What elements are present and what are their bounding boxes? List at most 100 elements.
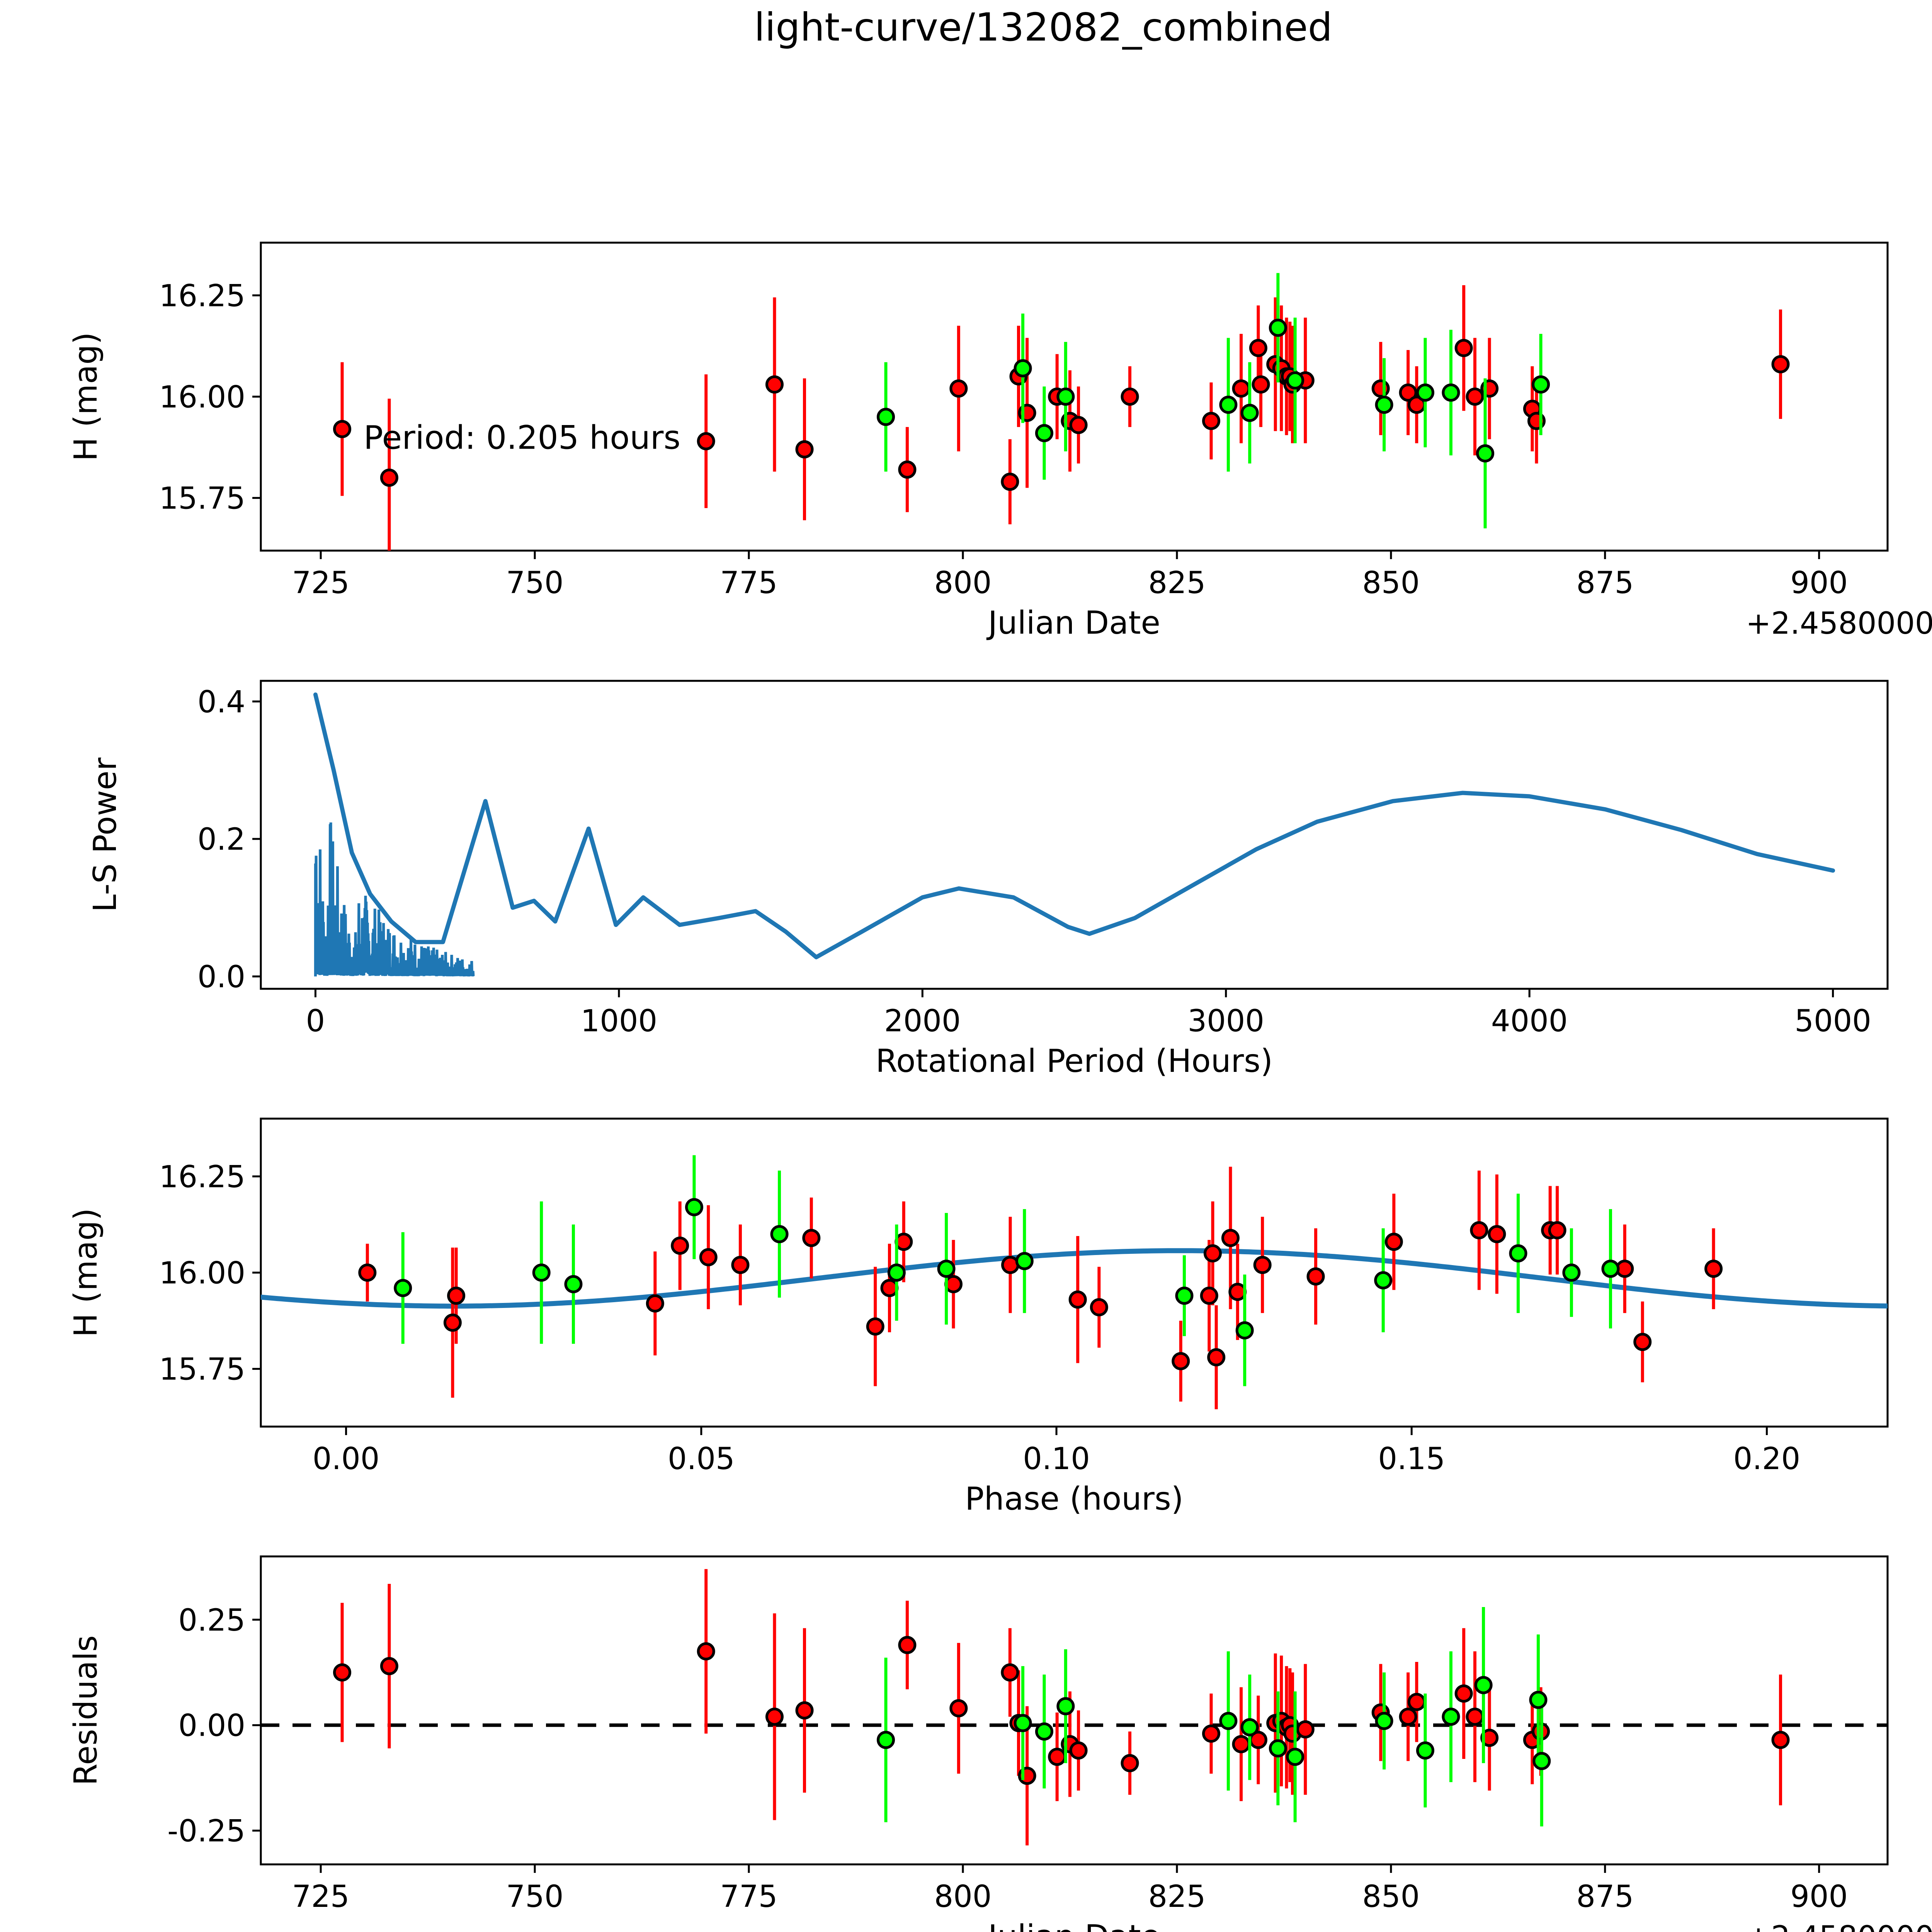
y-tick-label: 0.4 (197, 685, 245, 719)
data-point (1286, 371, 1304, 390)
x-tick-label: 775 (720, 566, 778, 600)
x-tick-label: 0.10 (1023, 1442, 1090, 1476)
data-point (1509, 1244, 1527, 1263)
data-point (731, 1256, 750, 1274)
x-tick-label: 2000 (884, 1004, 961, 1039)
data-point (1252, 375, 1270, 394)
data-point (1232, 379, 1250, 398)
data-point (1399, 383, 1417, 402)
data-point (1771, 355, 1790, 374)
panel-lightcurve-xlabel: Julian Date (986, 605, 1160, 641)
y-tick-label: 0.25 (178, 1603, 245, 1638)
panel-phasefold-series-red (358, 1167, 1723, 1410)
data-point (937, 1260, 956, 1278)
x-tick-label: 4000 (1491, 1004, 1568, 1039)
y-tick-label: 0.0 (197, 960, 245, 995)
data-point (1121, 388, 1139, 406)
data-point (1601, 1260, 1620, 1278)
data-point (795, 1701, 814, 1719)
data-point (1207, 1348, 1226, 1367)
data-point (1249, 339, 1267, 357)
x-tick-label: 875 (1576, 566, 1634, 600)
data-point (1200, 1286, 1218, 1305)
y-tick-label: 15.75 (159, 1352, 245, 1387)
data-point (949, 379, 968, 398)
data-point (1374, 1271, 1393, 1289)
panel-residuals-ylabel: Residuals (68, 1635, 104, 1786)
data-point (1296, 1720, 1315, 1739)
data-point (1375, 1712, 1393, 1730)
data-point (1416, 383, 1434, 402)
data-point (1704, 1260, 1723, 1278)
x-tick-label: 750 (506, 566, 564, 600)
data-point (1269, 1739, 1287, 1758)
data-point (1407, 1693, 1426, 1711)
panel-residuals: 725 750 775 800 825 850 875 900 0.25 0.00 -0.25 Jul… (68, 1555, 1932, 1932)
data-point (1286, 1748, 1304, 1766)
data-point (770, 1225, 789, 1243)
data-point (394, 1279, 412, 1297)
data-point (699, 1248, 718, 1267)
data-point (1375, 395, 1393, 414)
data-point (1172, 1352, 1190, 1371)
data-point (1562, 1264, 1581, 1282)
x-tick-label: 900 (1790, 1879, 1848, 1914)
x-tick-label: 825 (1148, 566, 1206, 600)
data-point (765, 375, 784, 394)
data-point (532, 1264, 551, 1282)
panel-phasefold-model-curve (261, 1248, 1888, 1309)
data-point (380, 468, 398, 487)
data-point (1001, 473, 1019, 491)
panel-residuals-spines (260, 1555, 1889, 1866)
data-point (895, 1233, 913, 1251)
y-tick-label: 16.00 (159, 380, 245, 415)
data-point (898, 1636, 917, 1654)
data-point (1235, 1321, 1254, 1340)
y-tick-label: 0.00 (178, 1709, 245, 1743)
data-point (1454, 339, 1473, 357)
data-point (1454, 1684, 1473, 1703)
panel-lightcurve-period-annotation: Period: 0.205 hours (364, 418, 680, 456)
data-point (443, 1313, 462, 1332)
panel-residuals-ticks: 725 750 775 800 825 850 875 900 0.25 0.00 -0.25 (167, 1603, 1848, 1914)
panel-phasefold-series-green (394, 1155, 1620, 1386)
data-point (1384, 1233, 1403, 1251)
panel-residuals-series-green (877, 1607, 1551, 1827)
data-point (1219, 395, 1238, 414)
data-point (1771, 1731, 1790, 1749)
data-point (1202, 1725, 1221, 1743)
data-point (697, 432, 715, 451)
data-point (1532, 1752, 1551, 1770)
panel-periodogram-ticks: 0 1000 2000 3000 4000 5000 0.0 0.2 0.4 (197, 685, 1871, 1039)
x-tick-label: 0.20 (1733, 1442, 1801, 1476)
data-point (1306, 1267, 1325, 1286)
y-tick-label: 16.25 (159, 1160, 245, 1194)
panel-lightcurve-series-green (877, 273, 1550, 529)
panel-lightcurve-offset-text: +2.4580000000e6 (1746, 606, 1932, 641)
data-point (866, 1317, 884, 1336)
data-point (1121, 1754, 1139, 1772)
data-point (447, 1286, 466, 1305)
x-tick-label: 0.00 (313, 1442, 380, 1476)
panel-phasefold-ylabel: H (mag) (68, 1208, 104, 1337)
data-point (1068, 1290, 1087, 1309)
data-point (944, 1275, 963, 1293)
x-tick-label: 3000 (1187, 1004, 1264, 1039)
data-point (1069, 1741, 1088, 1760)
data-point (1488, 1225, 1506, 1243)
y-tick-label: 16.25 (159, 279, 245, 313)
data-point (1480, 1728, 1499, 1747)
data-point (333, 1663, 351, 1682)
data-point (1221, 1229, 1240, 1247)
panel-periodogram: 0 1000 2000 3000 4000 5000 0.0 0.2 0.4 Rotational… (87, 680, 1889, 1080)
panel-periodogram-ylabel: L-S Power (87, 757, 124, 912)
data-point (877, 1731, 895, 1749)
panel-phasefold: 0.00 0.05 0.10 0.15 0.20 16.25 16.00 15.75 Phase… (68, 1117, 1889, 1517)
x-tick-label: 850 (1362, 566, 1420, 600)
panel-periodogram-alias-comb (314, 822, 475, 977)
x-tick-label: 800 (934, 566, 992, 600)
data-point (333, 420, 351, 438)
data-point (1253, 1256, 1272, 1274)
data-point (949, 1699, 968, 1718)
